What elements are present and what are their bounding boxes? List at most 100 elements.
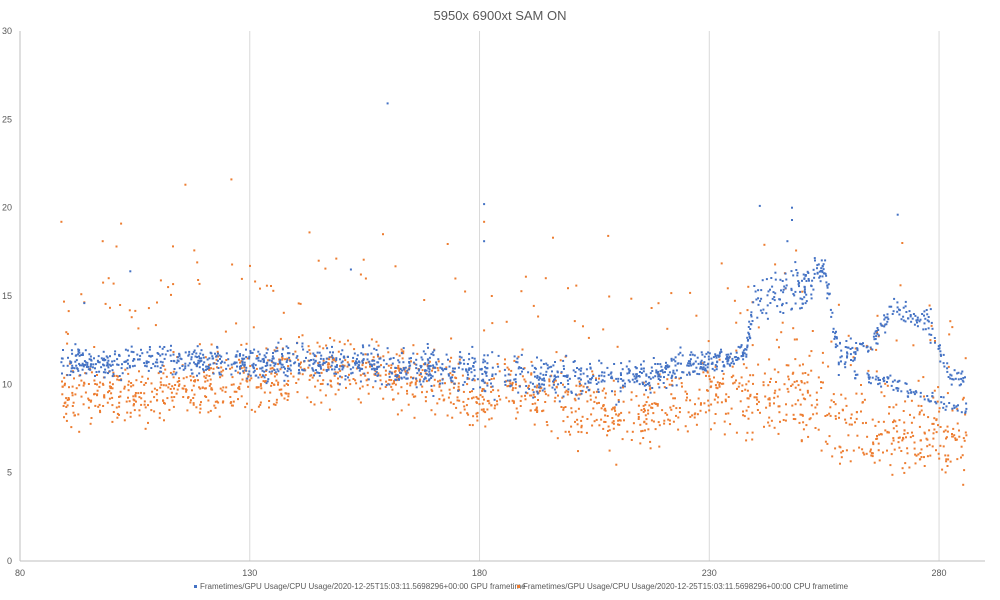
data-point <box>517 355 520 358</box>
data-point <box>779 420 781 423</box>
data-point <box>716 401 719 404</box>
data-point <box>348 379 351 382</box>
data-point <box>543 387 546 390</box>
data-point <box>327 362 330 365</box>
data-point <box>408 367 411 370</box>
data-point <box>746 336 749 339</box>
data-point <box>240 360 243 363</box>
outlier-point <box>483 203 486 206</box>
data-point <box>186 409 189 412</box>
data-point <box>589 381 592 384</box>
series-cpu-frametime <box>60 178 968 486</box>
data-point <box>326 383 329 386</box>
outlier-point <box>317 259 320 262</box>
data-point <box>302 348 305 351</box>
data-point <box>729 352 732 355</box>
data-point <box>263 376 266 379</box>
data-point <box>810 404 813 407</box>
data-point <box>388 378 391 381</box>
data-point <box>274 403 277 406</box>
data-point <box>94 404 97 407</box>
data-point <box>61 393 64 396</box>
data-point <box>331 345 333 348</box>
data-point <box>256 355 259 357</box>
data-point <box>201 386 204 389</box>
data-point <box>205 396 208 398</box>
data-point <box>941 468 944 471</box>
data-point <box>263 359 265 362</box>
data-point <box>85 372 88 375</box>
data-point <box>144 364 147 367</box>
data-point <box>374 370 377 373</box>
data-point <box>303 360 306 363</box>
data-point <box>112 411 115 413</box>
data-point <box>194 363 197 366</box>
data-point <box>751 411 754 414</box>
data-point <box>221 389 224 392</box>
data-point <box>190 358 193 361</box>
data-point <box>181 365 184 367</box>
data-point <box>315 355 318 358</box>
data-point <box>497 389 500 392</box>
data-point <box>854 351 857 354</box>
data-point <box>570 391 573 394</box>
data-point <box>205 374 208 377</box>
data-point <box>238 388 241 391</box>
data-point <box>597 381 600 384</box>
data-point <box>466 363 469 365</box>
data-point <box>889 464 892 467</box>
data-point <box>784 419 787 422</box>
data-point <box>392 398 395 401</box>
data-point <box>118 375 121 377</box>
data-point <box>172 353 175 356</box>
data-point <box>88 358 91 361</box>
data-point <box>767 290 770 293</box>
data-point <box>402 367 405 370</box>
data-point <box>149 400 152 403</box>
data-point <box>432 366 435 369</box>
data-point <box>576 418 579 421</box>
data-point <box>681 371 684 374</box>
data-point <box>808 418 811 421</box>
data-point <box>113 374 116 377</box>
data-point <box>468 367 471 370</box>
data-point <box>568 430 570 433</box>
data-point <box>912 344 915 347</box>
data-point <box>805 293 808 296</box>
data-point <box>962 377 965 379</box>
data-point <box>299 366 302 369</box>
data-point <box>261 366 264 369</box>
data-point <box>883 395 886 398</box>
data-point <box>318 374 321 377</box>
outlier-point <box>349 268 352 271</box>
data-point <box>205 365 208 368</box>
data-point <box>449 376 452 379</box>
data-point <box>214 352 216 355</box>
data-point <box>800 381 803 384</box>
data-point <box>945 436 948 439</box>
data-point <box>829 308 832 311</box>
data-point <box>76 367 79 370</box>
data-point <box>774 263 777 266</box>
grid-lines <box>249 31 940 561</box>
data-point <box>777 371 780 374</box>
data-point <box>417 369 420 372</box>
data-point <box>761 279 764 282</box>
data-point <box>297 358 300 361</box>
data-point <box>656 372 659 375</box>
data-point <box>436 402 439 405</box>
data-point <box>406 371 409 374</box>
data-point <box>191 372 194 375</box>
data-point <box>73 367 76 370</box>
data-point <box>429 364 432 367</box>
data-point <box>641 381 644 384</box>
data-point <box>103 359 106 362</box>
data-point <box>652 357 655 359</box>
data-point <box>442 399 445 402</box>
data-point <box>365 361 368 364</box>
data-point <box>532 382 534 385</box>
data-point <box>101 358 104 361</box>
data-point <box>630 297 633 300</box>
data-point <box>650 307 653 309</box>
data-point <box>696 356 699 359</box>
